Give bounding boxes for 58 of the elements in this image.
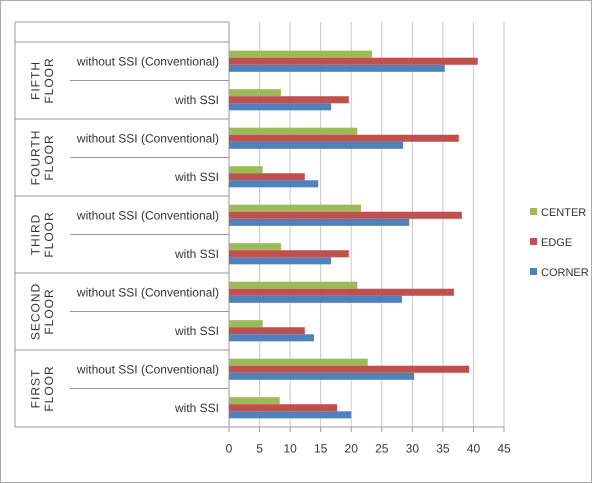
x-tick-label: 0 — [226, 442, 233, 456]
bar — [229, 89, 281, 96]
bar — [229, 288, 454, 296]
x-tick-label: 45 — [497, 442, 511, 456]
bar — [229, 257, 332, 264]
text: FIRST FLOOR — [28, 365, 56, 412]
bar — [229, 366, 470, 373]
bar — [229, 334, 314, 342]
x-tick-label: 30 — [406, 442, 420, 456]
y-tick-label: with SSI — [174, 246, 219, 261]
bar — [229, 128, 358, 135]
text: FOURTH FLOOR — [28, 130, 56, 186]
legend-label: EDGE — [541, 236, 572, 249]
bar — [229, 404, 338, 412]
bar — [229, 64, 445, 72]
y-tick-label: with SSI — [174, 324, 219, 338]
bar — [229, 142, 404, 149]
x-tick-label: 20 — [344, 442, 358, 456]
x-tick-label: 35 — [436, 442, 450, 456]
x-tick-label: 40 — [466, 442, 480, 456]
bar — [229, 134, 459, 142]
x-tick-label: 5 — [256, 442, 264, 456]
text: SECOND FLOOR — [28, 282, 56, 340]
legend-label: CORNER — [541, 266, 589, 279]
y-tick-label: without SSI (Conventional) — [76, 285, 219, 300]
y-tick-label: with SSI — [174, 170, 219, 184]
bar — [229, 327, 305, 334]
bar — [229, 173, 305, 180]
bar — [229, 243, 281, 250]
bar — [229, 166, 263, 174]
x-tick-label: 15 — [314, 442, 328, 456]
bar — [229, 204, 361, 212]
bar — [229, 96, 349, 104]
legend-label: CENTER — [541, 206, 586, 219]
y-tick-label: without SSI (Conventional) — [76, 362, 219, 376]
bar — [229, 320, 263, 328]
y-tick-label: with SSI — [174, 400, 219, 415]
bar — [229, 358, 368, 366]
bar — [229, 296, 402, 303]
x-tick-label: 25 — [375, 442, 389, 456]
bar — [229, 411, 352, 418]
bar — [229, 397, 280, 404]
bar — [229, 218, 410, 226]
y-tick-label: with SSI — [174, 92, 219, 107]
text: THIRD FLOOR — [28, 211, 56, 258]
bar — [229, 372, 414, 380]
y-tick-label: without SSI (Conventional) — [76, 54, 219, 68]
y-tick-label: without SSI (Conventional) — [76, 131, 219, 146]
bar — [229, 212, 462, 219]
bar — [229, 282, 358, 289]
y-tick-label: without SSI (Conventional) — [76, 208, 219, 222]
bar — [229, 103, 332, 110]
bar — [229, 180, 318, 188]
bar — [229, 58, 478, 65]
bar — [229, 50, 372, 58]
bar — [229, 250, 349, 258]
x-tick-label: 10 — [283, 442, 298, 456]
text: FIFTH FLOOR — [28, 57, 56, 104]
